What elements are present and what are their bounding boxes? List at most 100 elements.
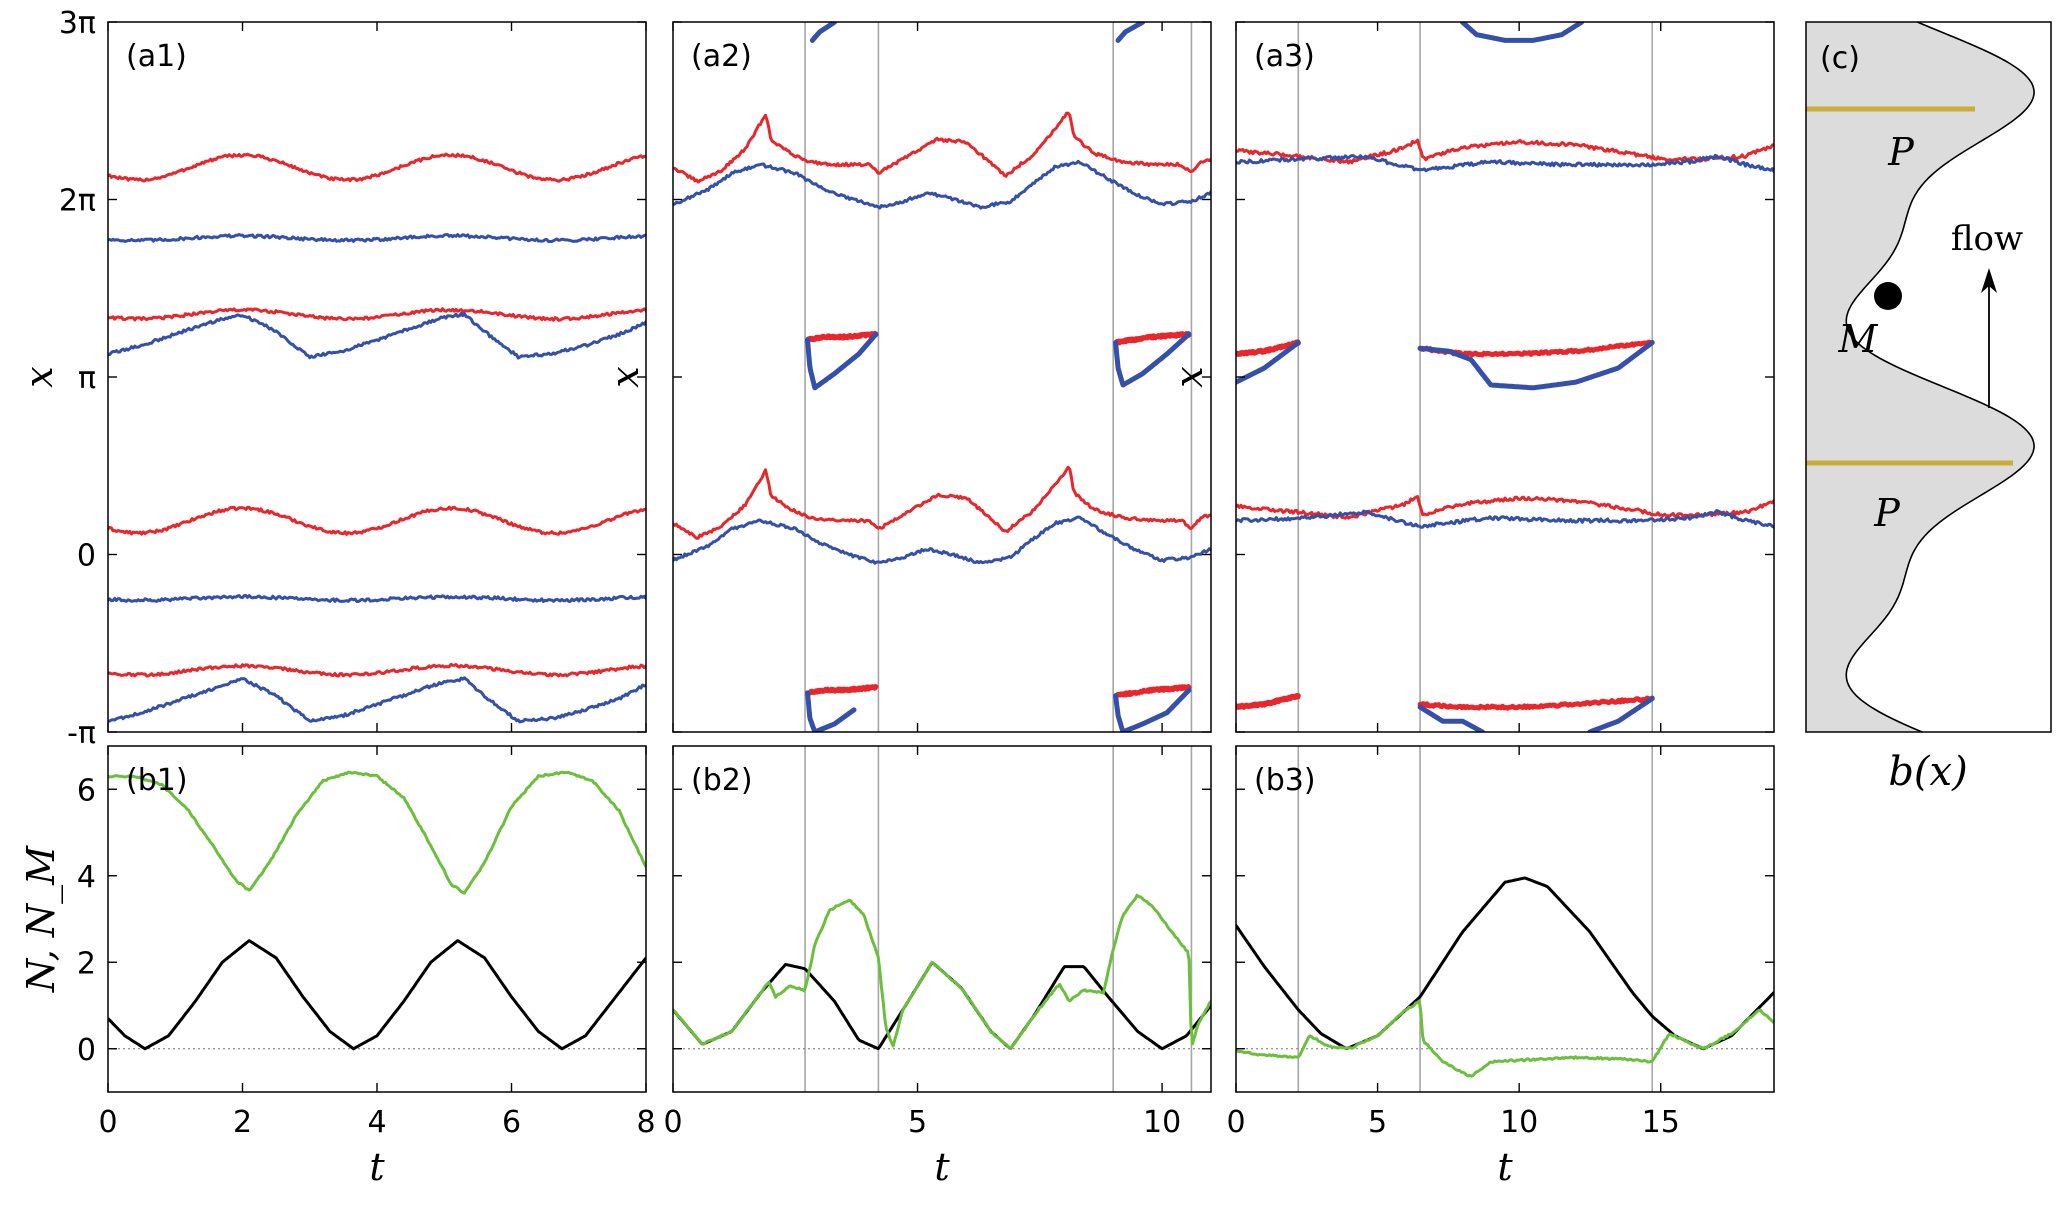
- channel-wall: [1845, 21, 2035, 733]
- b3-panel-label: (b3): [1254, 763, 1316, 798]
- b1-series-black-line: [108, 939, 646, 1051]
- b1-xlabel: t: [369, 1145, 385, 1189]
- b2-series-green-line: [673, 893, 1211, 1050]
- panel-b2: 0 5 10 (b2) t: [663, 745, 1212, 1189]
- a3-series-red-line: [1236, 339, 1301, 357]
- channel-profile: [1806, 22, 2035, 732]
- a3-plot-area: [1236, 22, 1774, 732]
- a3-panel-label: (a3): [1254, 39, 1315, 74]
- p-label-lower: P: [1873, 491, 1901, 535]
- b2-xtick-label: 10: [1143, 1105, 1181, 1140]
- a1-series-red-line: [108, 152, 646, 183]
- b2-axes-frame: [672, 745, 1212, 1093]
- b2-plot-area: [673, 746, 1211, 1092]
- b2-xtick-label: 5: [908, 1105, 927, 1140]
- a1-series-blue-line: [108, 594, 646, 603]
- panel-c: P P M flow b(x) (c): [1805, 21, 2052, 795]
- a2-series-blue-line: [673, 159, 1211, 210]
- a3-series-blue-line: [1236, 153, 1774, 174]
- b3-plot-area: [1236, 746, 1774, 1092]
- a1-series-blue-line: [108, 312, 646, 360]
- a1-series-blue-line: [108, 233, 646, 244]
- m-label: M: [1838, 317, 1879, 361]
- flow-arrow-head: [1981, 268, 1997, 293]
- a1-axes-frame: [107, 21, 647, 733]
- panel-c-frame: [1805, 21, 2052, 733]
- panel-a2: (a2) x: [603, 21, 1212, 733]
- a2-series-blue-line: [1115, 22, 1145, 43]
- a1-ytick-label: π: [78, 361, 96, 396]
- a1-ytick-label: 3π: [59, 6, 96, 41]
- b3-series-black-line: [1236, 876, 1774, 1051]
- b1-ytick-label: 6: [77, 773, 96, 808]
- a2-axes-frame: [672, 21, 1212, 733]
- a1-ylabel: x: [17, 366, 61, 387]
- p-label-upper: P: [1887, 130, 1915, 174]
- b2-xtick-label: 0: [663, 1105, 682, 1140]
- b1-xtick-label: 2: [233, 1105, 252, 1140]
- a1-plot-area: [108, 152, 646, 724]
- b3-axes-frame: [1235, 745, 1775, 1093]
- a2-series-red-line: [1113, 331, 1192, 346]
- b1-xtick-label: 8: [636, 1105, 655, 1140]
- a2-series-red-line: [673, 465, 1211, 540]
- a3-axes-frame: [1235, 21, 1775, 733]
- panel-b1: 0 2 4 6 0 2 4 6 8 (b1) t N, N_M: [19, 745, 656, 1189]
- a3-series-blue-line: [1236, 340, 1301, 385]
- a3-series-blue-line: [1417, 704, 1485, 732]
- panel-c-xlabel: b(x): [1888, 749, 1967, 795]
- b3-xtick-label: 10: [1500, 1105, 1538, 1140]
- a1-ytick-label: -π: [67, 716, 96, 751]
- a2-series-blue-line: [805, 690, 857, 732]
- a1-series-blue-line: [108, 676, 646, 724]
- panel-a1: -π 0 π 2π 3π (a1) x: [17, 6, 647, 751]
- a1-panel-label: (a1): [126, 39, 187, 74]
- a2-series-blue-line: [1113, 331, 1192, 388]
- a1-series-red-line: [108, 505, 646, 536]
- b2-series-black-line: [673, 961, 1211, 1051]
- b1-axes-frame: [107, 745, 647, 1093]
- a2-series-red-line: [805, 330, 879, 343]
- a3-series-blue-line: [1587, 696, 1655, 732]
- a2-series-blue-line: [809, 22, 837, 43]
- a2-series-red-line: [805, 684, 879, 697]
- b2-xlabel: t: [934, 1145, 950, 1189]
- b3-series-green-line: [1236, 999, 1774, 1078]
- b1-xtick-label: 4: [367, 1105, 386, 1140]
- a2-ylabel: x: [603, 366, 647, 387]
- a1-series-red-line: [108, 307, 646, 322]
- a2-series-blue-line: [1113, 687, 1192, 732]
- b3-xlabel: t: [1497, 1145, 1513, 1189]
- a3-ylabel: x: [1167, 366, 1211, 387]
- b1-xtick-label: 6: [502, 1105, 521, 1140]
- a2-plot-area: [673, 22, 1211, 732]
- b3-xtick-label: 15: [1642, 1105, 1680, 1140]
- b1-series-green-line: [108, 770, 646, 895]
- a3-series-red-line: [1417, 695, 1655, 711]
- a3-series-blue-line: [1236, 509, 1774, 529]
- b1-ylabel: N, N_M: [19, 845, 64, 993]
- a3-series-red-line: [1236, 495, 1774, 520]
- flow-label: flow: [1951, 219, 2023, 259]
- panel-b3: 0 5 10 15 (b3) t: [1226, 745, 1775, 1189]
- b3-xtick-label: 0: [1226, 1105, 1245, 1140]
- b1-panel-label: (b1): [126, 763, 188, 798]
- a1-ytick-label: 2π: [59, 183, 96, 218]
- b1-xtick-label: 0: [98, 1105, 117, 1140]
- b1-ytick-label: 0: [77, 1033, 96, 1068]
- a1-ytick-label: 0: [77, 539, 96, 574]
- m-point-marker: [1874, 282, 1902, 310]
- b1-ytick-label: 4: [77, 860, 96, 895]
- a2-panel-label: (a2): [691, 39, 752, 74]
- b3-xtick-label: 5: [1368, 1105, 1387, 1140]
- panel-a3: (a3) x: [1167, 21, 1775, 733]
- a2-series-blue-line: [673, 515, 1211, 565]
- a3-series-blue-line: [1460, 22, 1584, 43]
- a3-series-red-line: [1236, 138, 1774, 165]
- a2-series-red-line: [673, 111, 1211, 184]
- a3-series-red-line: [1236, 693, 1301, 710]
- panel-c-label: (c): [1820, 41, 1860, 76]
- a1-series-red-line: [108, 662, 646, 678]
- b1-ytick-label: 2: [77, 946, 96, 981]
